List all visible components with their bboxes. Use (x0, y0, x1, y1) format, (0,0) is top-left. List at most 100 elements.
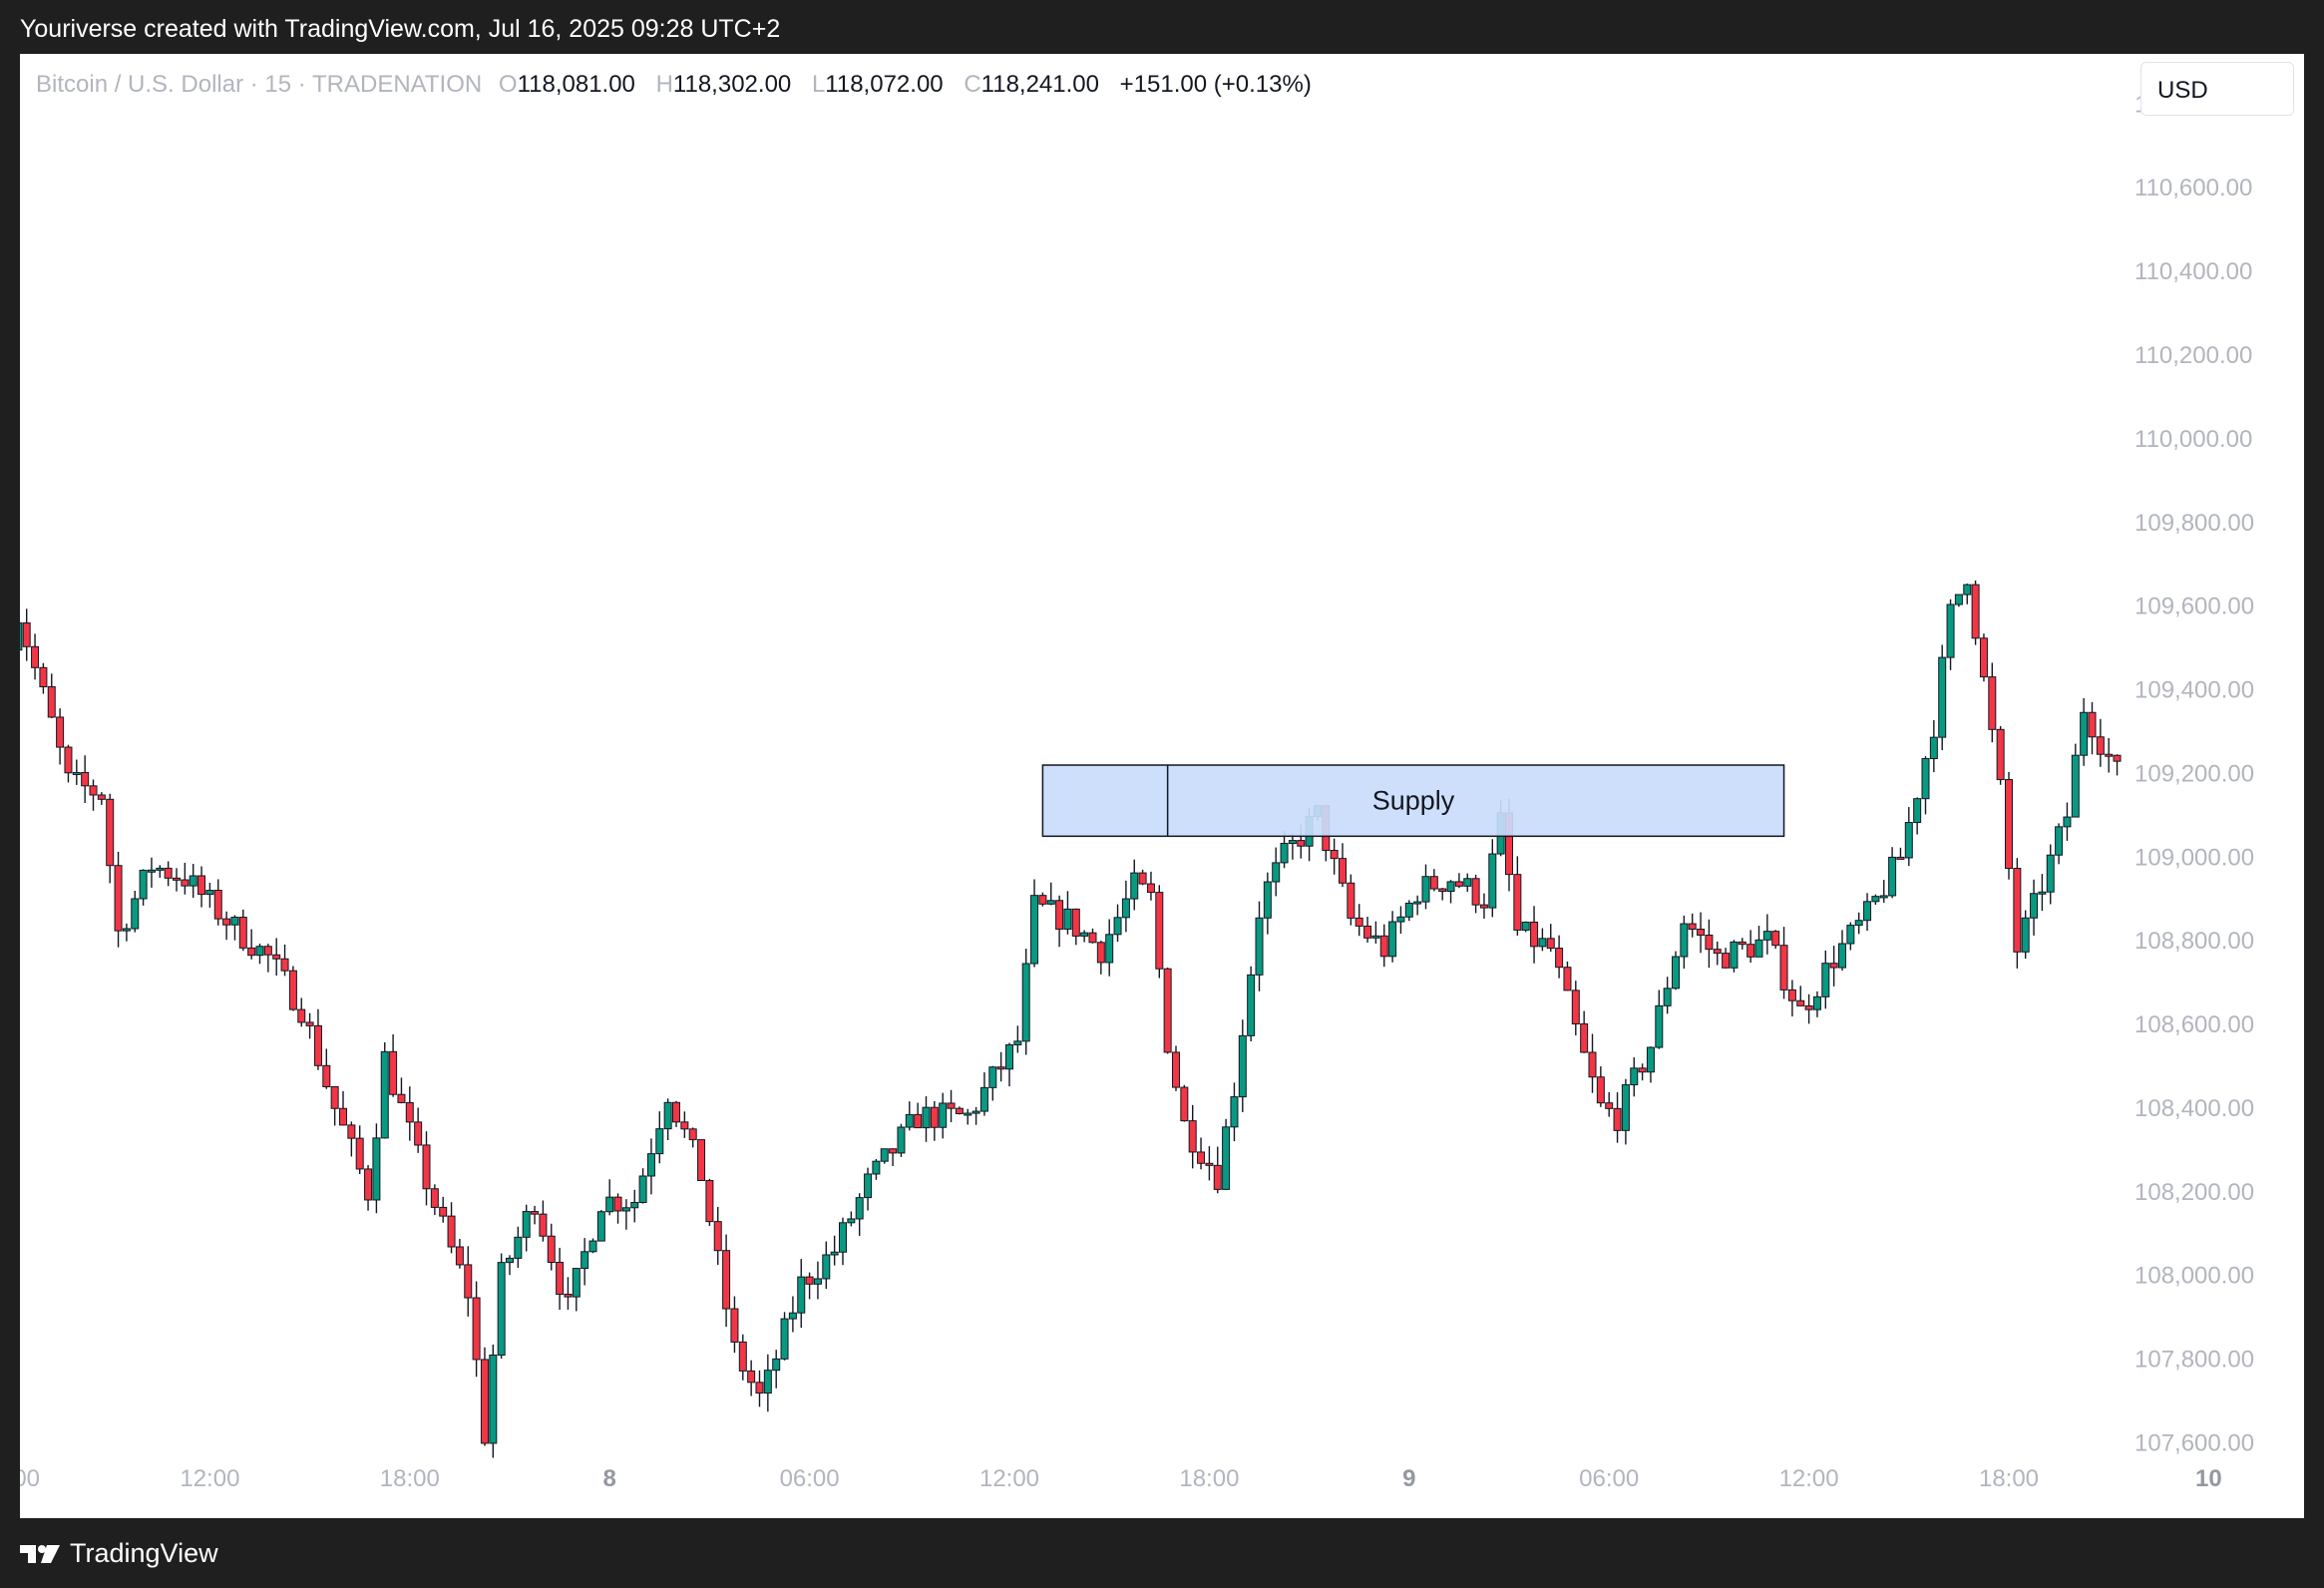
candle (688, 1127, 697, 1148)
candle (988, 1065, 997, 1101)
candle (1288, 834, 1297, 860)
candle (405, 1086, 414, 1141)
candle (1088, 928, 1097, 944)
candle (1904, 807, 1913, 867)
candle (1063, 891, 1072, 935)
price-tick-label: 107,600.00 (2134, 1430, 2254, 1457)
candle (197, 866, 206, 908)
candle (297, 997, 306, 1027)
candle (389, 1033, 398, 1097)
candle (2038, 874, 2047, 912)
candle (1680, 915, 1689, 970)
supply-zone-box[interactable] (1041, 764, 1785, 838)
price-tick-label: 108,000.00 (2134, 1263, 2254, 1290)
candle (89, 779, 98, 811)
candle (2013, 858, 2022, 969)
candle (2105, 737, 2114, 773)
candle (1339, 843, 1347, 888)
time-tick-label: 06:00 (1579, 1465, 1639, 1492)
price-chart[interactable]: Supply 110,800.00110,600.00110,400.00110… (20, 54, 2304, 1518)
candle (397, 1077, 406, 1104)
candle (1722, 948, 1731, 969)
candle (47, 673, 56, 718)
price-tick-label: 109,000.00 (2134, 844, 2254, 871)
candle (680, 1111, 689, 1138)
candle (72, 759, 81, 785)
candle (2071, 743, 2080, 818)
low-label: L (811, 71, 826, 98)
price-tick-label: 110,400.00 (2134, 258, 2252, 285)
currency-button[interactable]: USD (2140, 62, 2294, 116)
candle (805, 1272, 814, 1300)
price-tick-label: 109,400.00 (2134, 677, 2254, 704)
candle (797, 1259, 806, 1329)
candle (1021, 949, 1030, 1055)
candle (613, 1193, 622, 1224)
candle (1396, 906, 1405, 935)
candle (263, 944, 272, 973)
candle (556, 1247, 565, 1311)
ohlc-legend: Bitcoin / U.S. Dollar · 15 · TRADENATION… (36, 71, 1312, 99)
candle (830, 1235, 839, 1266)
candle (1829, 946, 1838, 987)
candle (1363, 917, 1372, 943)
candle (1379, 924, 1388, 968)
candle (238, 909, 247, 952)
candle (1513, 856, 1522, 936)
candle (572, 1268, 581, 1312)
time-tick-label: 12:00 (979, 1465, 1039, 1492)
candle (1988, 662, 1997, 743)
candle (1713, 941, 1722, 966)
candle (1013, 1025, 1022, 1053)
price-axis[interactable]: 110,800.00110,600.00110,400.00110,200.00… (2134, 91, 2254, 1456)
candle (539, 1200, 548, 1242)
time-tick-label: 10 (2195, 1465, 2222, 1492)
candle (522, 1204, 531, 1252)
time-tick-label: 18:00 (380, 1465, 440, 1492)
candle (1255, 901, 1264, 992)
price-tick-label: 108,400.00 (2134, 1095, 2254, 1122)
time-axis[interactable]: 06:00 12:00 18:00 8 06:00 12:00 18:00 9 06:00 12:… (20, 1465, 2304, 1492)
supply-zone-label: Supply (1372, 786, 1455, 816)
candle (230, 915, 239, 941)
candle (1046, 882, 1055, 906)
candle (414, 1107, 423, 1153)
candle (855, 1193, 864, 1236)
candle (581, 1238, 589, 1286)
tradingview-logo[interactable]: TradingView (20, 1538, 218, 1569)
candle (697, 1139, 706, 1182)
candle (1230, 1082, 1239, 1142)
candle (380, 1041, 389, 1139)
candle (1954, 594, 1963, 607)
candle (1463, 873, 1472, 893)
time-tick-label: 18:00 (1179, 1465, 1239, 1492)
candle (1454, 873, 1463, 889)
candle (1180, 1084, 1189, 1122)
candle (1888, 847, 1897, 899)
candle (2080, 697, 2089, 766)
candle (22, 608, 31, 661)
candle (738, 1334, 747, 1381)
candle (996, 1051, 1005, 1082)
candle (1371, 921, 1380, 944)
candle (2021, 910, 2030, 960)
candle (447, 1202, 456, 1254)
candle (1913, 797, 1922, 835)
candle (222, 911, 231, 941)
candle (1730, 940, 1739, 973)
candle (1222, 1118, 1231, 1191)
candle (1996, 725, 2005, 785)
candle (2055, 823, 2064, 865)
symbol-title[interactable]: Bitcoin / U.S. Dollar · 15 · TRADENATION (36, 71, 483, 98)
candle (788, 1296, 797, 1333)
candle (1563, 961, 1572, 992)
candle (1638, 1063, 1647, 1081)
supply-zone[interactable]: Supply (1041, 764, 1785, 838)
chart-area[interactable]: Supply 110,800.00110,600.00110,400.00110… (20, 54, 2304, 1518)
candle (839, 1217, 847, 1266)
candle (2030, 879, 2039, 936)
candle (1446, 880, 1455, 904)
candle (173, 868, 181, 892)
candle (205, 883, 214, 908)
candle (280, 944, 289, 977)
